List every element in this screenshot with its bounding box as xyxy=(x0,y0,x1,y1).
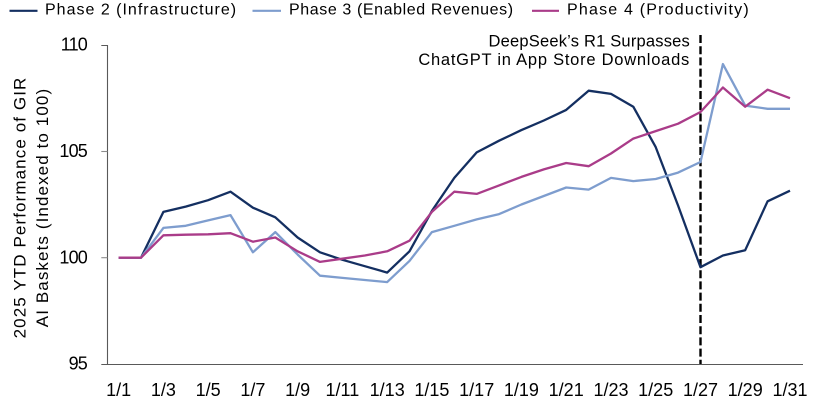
svg-text:1/1: 1/1 xyxy=(106,380,131,400)
svg-text:1/17: 1/17 xyxy=(459,380,494,400)
svg-text:105: 105 xyxy=(59,141,87,161)
svg-text:1/23: 1/23 xyxy=(593,380,628,400)
svg-text:110: 110 xyxy=(61,34,88,54)
svg-text:100: 100 xyxy=(59,248,87,268)
svg-text:1/29: 1/29 xyxy=(728,380,763,400)
svg-text:1/13: 1/13 xyxy=(370,380,405,400)
svg-text:1/7: 1/7 xyxy=(240,380,265,400)
svg-text:1/15: 1/15 xyxy=(414,380,449,400)
svg-text:1/9: 1/9 xyxy=(285,380,310,400)
svg-text:Phase 4 (Productivity): Phase 4 (Productivity) xyxy=(567,2,750,19)
svg-text:Phase 2 (Infrastructure): Phase 2 (Infrastructure) xyxy=(45,2,237,19)
svg-text:1/27: 1/27 xyxy=(683,380,718,400)
svg-text:ChatGPT in App Store Downloads: ChatGPT in App Store Downloads xyxy=(418,51,690,69)
svg-text:95: 95 xyxy=(69,354,88,374)
svg-text:1/5: 1/5 xyxy=(196,380,221,400)
svg-text:Phase 3 (Enabled Revenues): Phase 3 (Enabled Revenues) xyxy=(289,2,514,19)
svg-text:1/21: 1/21 xyxy=(549,380,584,400)
svg-text:2025 YTD Performance of GIR: 2025 YTD Performance of GIR xyxy=(11,77,30,339)
svg-text:1/19: 1/19 xyxy=(504,380,539,400)
svg-text:1/31: 1/31 xyxy=(772,380,807,400)
svg-text:1/11: 1/11 xyxy=(326,380,360,400)
svg-text:1/25: 1/25 xyxy=(638,380,673,400)
svg-text:DeepSeek’s R1 Surpasses: DeepSeek’s R1 Surpasses xyxy=(489,33,691,51)
svg-text:1/3: 1/3 xyxy=(151,380,176,400)
svg-text:AI Baskets (Indexed to 100): AI Baskets (Indexed to 100) xyxy=(33,88,52,328)
